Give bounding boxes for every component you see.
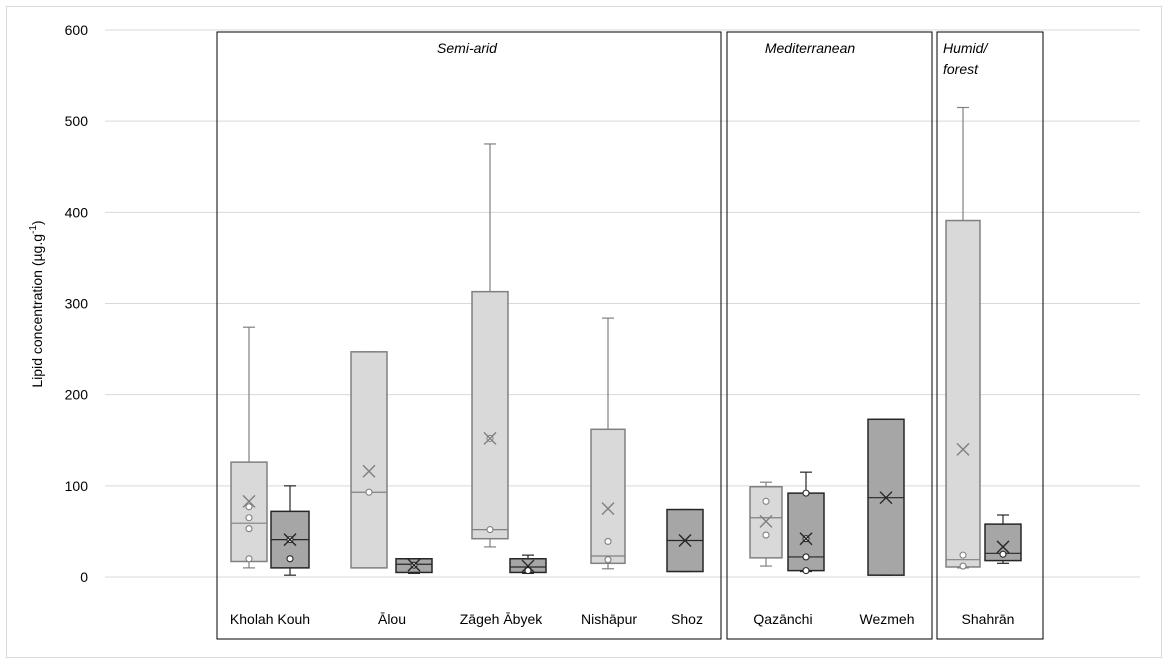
- data-point-2: [604, 537, 612, 545]
- mean-marker-b: [521, 559, 535, 573]
- box-11: [867, 418, 905, 576]
- group-label-1-line-1: Semi-arid: [437, 40, 498, 56]
- y-tick-label-600: 600: [65, 22, 89, 38]
- data-point-1: [959, 562, 967, 570]
- x-category-label-6: Qazānchi: [753, 611, 812, 627]
- x-category-label-3: Zāgeh Ābyek: [460, 611, 543, 627]
- data-point-2: [959, 551, 967, 559]
- data-point-2: [762, 497, 770, 505]
- y-tick-label-400: 400: [65, 204, 89, 220]
- data-point-1: [604, 556, 612, 564]
- data-point-2: [802, 553, 810, 561]
- box-4: [395, 558, 433, 574]
- box-2: [270, 485, 310, 576]
- data-point-1: [365, 488, 373, 496]
- y-axis-title-close: ): [29, 220, 45, 225]
- group-label-3-line-2: forest: [943, 61, 979, 77]
- y-tick-labels: 0 100 200 300 400 500 600: [65, 22, 89, 585]
- y-tick-label-0: 0: [80, 569, 88, 585]
- box-body: [945, 219, 981, 568]
- group-label-3-line-1: Humid/: [943, 40, 989, 56]
- data-point-3: [245, 514, 253, 522]
- box-body: [471, 290, 509, 540]
- data-point-2: [245, 525, 253, 533]
- mean-marker-b: [759, 514, 773, 528]
- y-tick-label-300: 300: [65, 296, 89, 312]
- y-tick-label-200: 200: [65, 387, 89, 403]
- box-8: [666, 508, 704, 573]
- mean-marker-b: [362, 464, 376, 478]
- group-frame-1: [216, 31, 722, 640]
- data-point-4: [802, 489, 810, 497]
- y-tick-label-500: 500: [65, 113, 89, 129]
- mean-marker-b: [407, 558, 421, 572]
- mean-marker-b: [799, 532, 813, 546]
- box-7: [590, 317, 626, 570]
- mean-marker-b: [678, 534, 692, 548]
- mean-marker-b: [242, 494, 256, 508]
- mean-marker-b: [601, 502, 615, 516]
- x-category-label-5: Shoz: [671, 611, 703, 627]
- y-axis-title: Lipid concentration (µg.g-1): [28, 220, 45, 387]
- mean-marker-b: [879, 491, 893, 505]
- chart-area-border: [6, 6, 1162, 658]
- group-frame-2: [726, 31, 933, 640]
- data-point-1: [762, 531, 770, 539]
- y-tick-label-100: 100: [65, 478, 89, 494]
- data-point-1: [999, 550, 1007, 558]
- x-category-label-8: Shahrān: [962, 611, 1015, 627]
- climate-group-frames: Semi-arid Mediterranean Humid/forest: [216, 31, 1044, 640]
- box-10: [787, 471, 825, 575]
- box-5: [471, 143, 509, 548]
- data-point-1: [286, 555, 294, 563]
- box-6: [509, 554, 547, 575]
- x-category-label-7: Wezmeh: [860, 611, 915, 627]
- data-point-1: [486, 526, 494, 534]
- data-point-1: [802, 567, 810, 575]
- box-body: [230, 461, 268, 563]
- x-category-label-2: Ālou: [378, 611, 406, 627]
- x-category-label-1: Kholah Kouh: [230, 611, 310, 627]
- box-3: [350, 351, 388, 569]
- box-13: [984, 514, 1022, 564]
- data-point-1: [245, 555, 253, 563]
- box-1: [230, 326, 268, 569]
- mean-marker-b: [956, 442, 970, 456]
- mean-marker-b: [283, 533, 297, 547]
- box-9: [749, 481, 783, 567]
- box-12: [945, 106, 981, 570]
- box-body: [350, 351, 388, 569]
- x-category-label-4: Nishāpur: [581, 611, 637, 627]
- box-plots: [230, 106, 1022, 576]
- x-category-labels: Kholah Kouh Ālou Zāgeh Ābyek Nishāpur Shoz Qa…: [230, 611, 1015, 627]
- group-frame-3: [936, 31, 1044, 640]
- mean-marker-b: [483, 431, 497, 445]
- data-point-4: [245, 503, 253, 511]
- y-axis-title-superscript: -1: [28, 225, 39, 234]
- data-point-1: [524, 567, 532, 575]
- group-label-2-line-1: Mediterranean: [765, 40, 855, 56]
- mean-marker-b: [996, 540, 1010, 554]
- y-axis-title-main: Lipid concentration (µg.g: [29, 234, 45, 388]
